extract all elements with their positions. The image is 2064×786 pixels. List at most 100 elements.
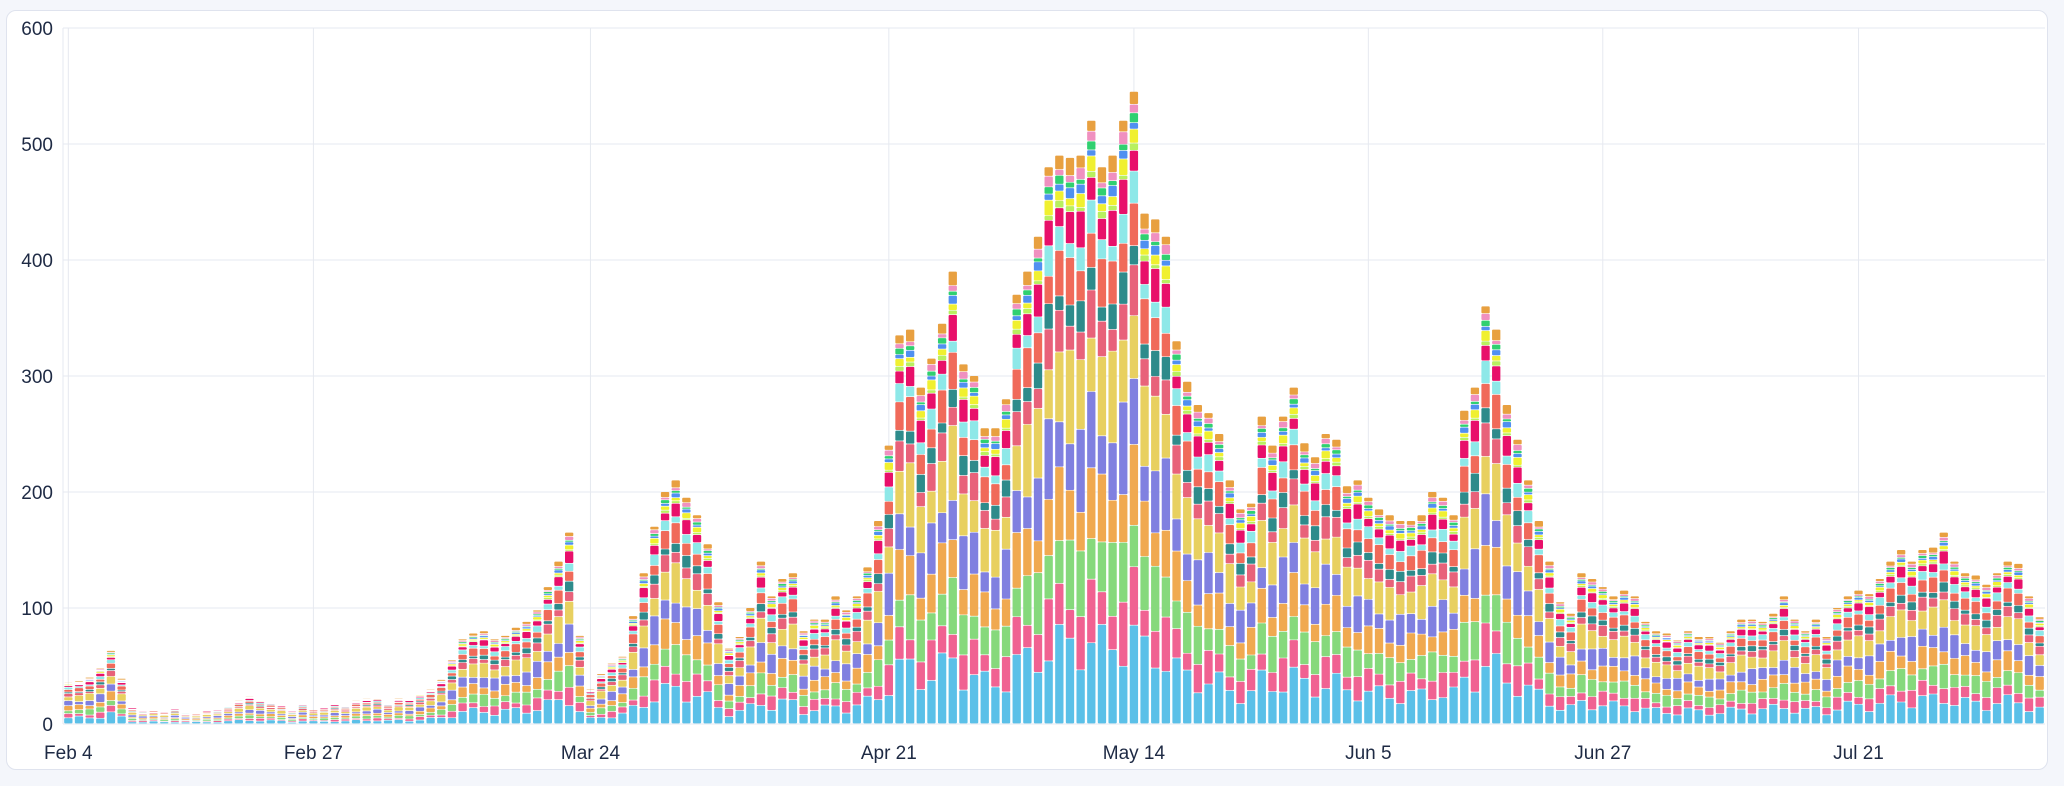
bar-segment [64,711,73,714]
bar-segment [1641,625,1650,627]
bar-segment [1065,157,1075,176]
bar-stack [2003,561,2012,724]
bar-segment [746,703,755,724]
bar-segment [1960,587,1970,592]
bar-segment [341,712,350,714]
bar-segment [2035,707,2044,724]
bar-segment [852,596,862,599]
bar-segment [1971,675,1980,694]
bar-segment [1566,622,1575,624]
bar-segment [447,711,457,718]
bar-segment [351,716,361,719]
bar-segment [778,587,787,591]
bar-segment [1065,305,1075,326]
bar-segment [1982,598,1991,607]
bar-stack [1321,434,1330,724]
bar-segment [1225,501,1234,504]
bar-stack [1982,584,1991,724]
bar-segment [1822,643,1831,645]
bar-segment [1662,707,1671,714]
bar-segment [799,640,808,646]
bar-segment [522,692,531,705]
bar-segment [1012,294,1021,304]
bar-segment [1129,315,1139,379]
bar-segment [1481,383,1490,408]
bar-segment [852,608,862,613]
bar-segment [1364,502,1373,505]
bar-segment [959,456,968,476]
bar-segment [1545,588,1554,593]
bar-segment [1364,560,1373,579]
bar-segment [1683,694,1693,701]
bar-segment [1332,574,1341,596]
bar-segment [1907,620,1916,637]
bar-segment [458,642,467,643]
bar-segment [948,341,957,353]
bar-segment [1172,658,1181,724]
bar-segment [1737,646,1746,651]
bar-segment [756,593,766,604]
bar-segment [1342,509,1352,523]
bar-segment [394,707,403,711]
bar-segment [1129,203,1139,246]
bar-segment [1215,444,1224,449]
bar-segment [2024,596,2034,599]
bar-segment [1907,586,1916,594]
bar-segment [1289,414,1298,419]
bar-segment [2024,711,2034,724]
bar-segment [895,659,904,724]
bar-segment [533,614,542,616]
bar-segment [948,310,957,315]
bar-segment [948,285,957,291]
bar-segment [596,704,606,708]
bar-segment [1524,547,1533,566]
bar-segment [1055,624,1064,724]
bar-segment [1609,639,1618,658]
bar-segment [1779,603,1789,605]
bar-segment [1470,508,1480,549]
bar-segment [1321,635,1330,657]
bar-segment [1833,636,1842,641]
bar-stack [234,700,243,724]
bar-segment [1438,553,1448,563]
bar-segment [319,717,329,718]
bar-stack [128,708,137,724]
bar-segment [959,475,968,494]
bar-segment [927,680,936,724]
bar-segment [1918,566,1927,572]
bar-segment [1971,601,1980,614]
bar-segment [479,648,489,655]
bar-segment [1907,569,1916,572]
bar-segment [2035,697,2044,707]
bar-segment [1257,428,1266,433]
bar-segment [1374,509,1384,516]
bar-segment [106,660,116,664]
bar-segment [1673,678,1682,691]
bar-segment [799,706,808,715]
bar-segment [117,701,126,704]
bar-segment [1151,350,1160,377]
bar-segment [1385,526,1394,530]
bar-segment [1289,408,1298,414]
bar-segment [1172,601,1181,629]
bar-segment [1662,665,1671,679]
bar-segment [1502,664,1512,683]
bar-segment [479,631,489,634]
bar-segment [1406,525,1416,528]
bar-segment [554,573,563,575]
bar-segment [1236,513,1245,518]
bar-segment [1385,658,1394,685]
bar-segment [1310,540,1320,552]
bar-segment [2024,675,2034,686]
bar-segment [1524,485,1533,489]
bar-segment [575,660,584,667]
bar-segment [469,664,478,678]
bar-segment [1321,473,1330,490]
bar-segment [224,712,233,714]
bar-segment [1033,333,1043,363]
bar-segment [255,701,265,703]
bar-segment [1289,479,1298,505]
bar-segment [437,694,446,702]
bar-segment [543,634,552,651]
bar-segment [85,718,94,724]
